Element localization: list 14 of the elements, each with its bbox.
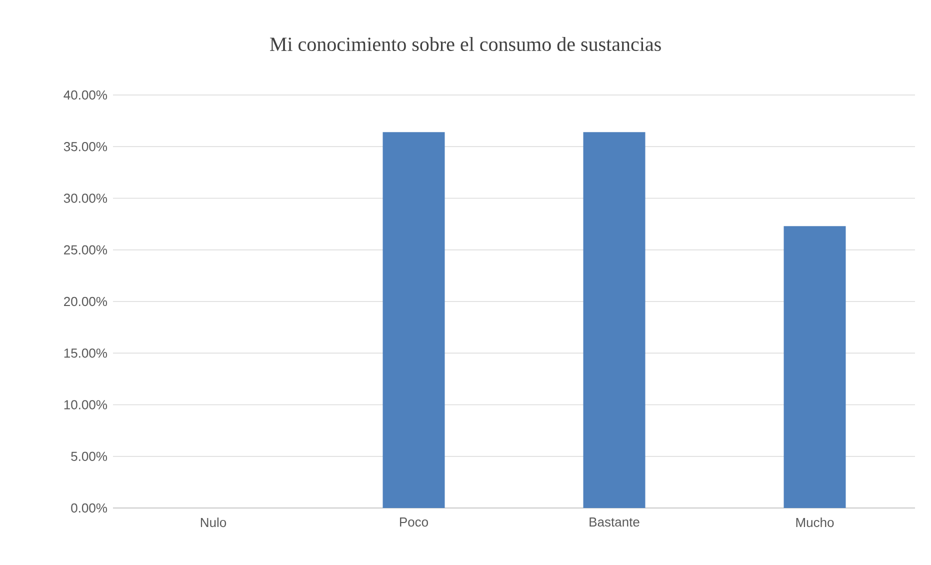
y-tick-label: 30.00% xyxy=(64,194,108,203)
chart-title: Mi conocimiento sobre el consumo de sustancias xyxy=(270,36,661,52)
y-tick-label: 35.00% xyxy=(64,142,108,152)
y-tick-label: 15.00% xyxy=(64,348,108,358)
y-tick-label: 40.00% xyxy=(64,90,108,100)
x-tick-label: Bastante xyxy=(590,518,640,527)
x-tick-label: Poco xyxy=(400,518,428,527)
y-tick-label: 25.00% xyxy=(64,245,108,254)
y-tick-label: 0.00% xyxy=(71,503,108,513)
y-tick-label: 10.00% xyxy=(64,400,108,410)
x-tick-label: Mucho xyxy=(796,518,834,528)
x-tick-label: Nulo xyxy=(200,518,226,528)
y-tick-label: 5.00% xyxy=(71,452,108,461)
y-tick-label: 20.00% xyxy=(64,296,108,306)
